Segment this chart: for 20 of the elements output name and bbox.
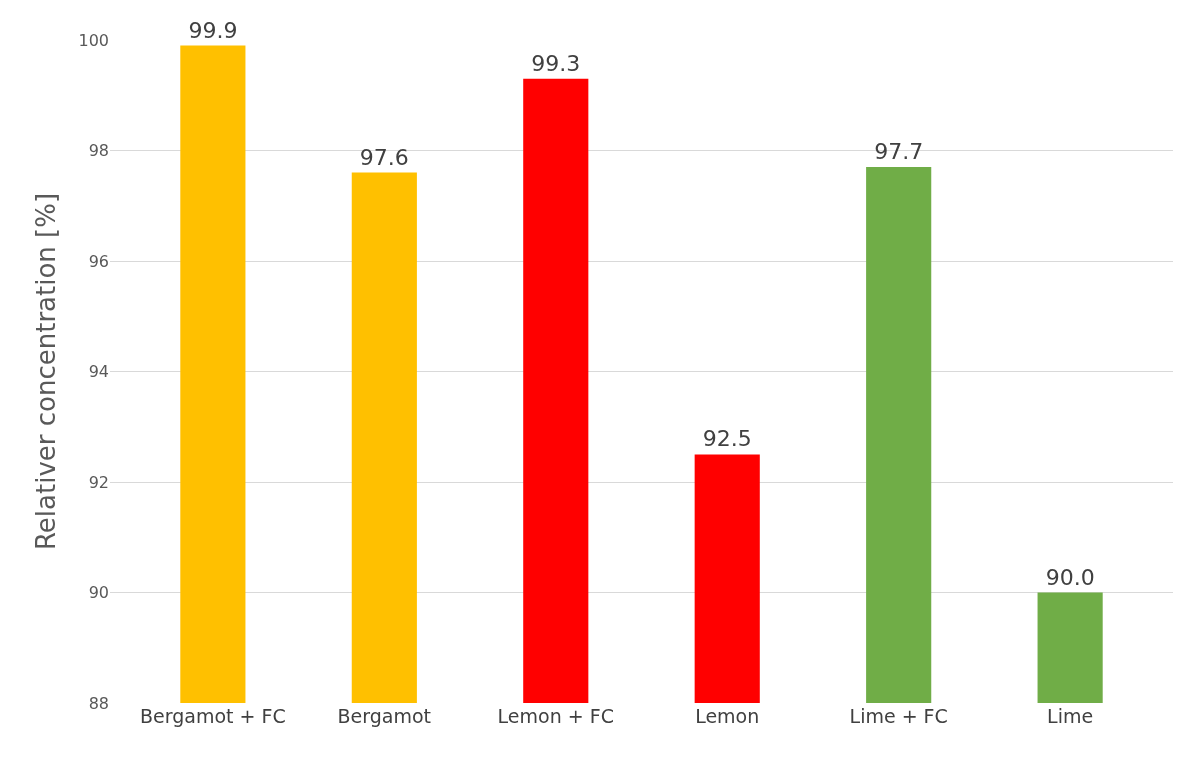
x-tick-label: Lemon + FC: [497, 705, 614, 727]
y-tick-label: 92: [88, 472, 109, 492]
y-tick-label: 98: [88, 141, 109, 161]
y-tick-label: 88: [88, 693, 109, 713]
data-label: 99.9: [188, 17, 238, 43]
data-label: 90.0: [1045, 564, 1095, 590]
data-label: 92.5: [702, 426, 752, 452]
data-label: 97.7: [874, 139, 924, 165]
y-axis-title: Relativer concentration [%]: [30, 192, 61, 551]
x-tick-label: Lime: [1047, 705, 1094, 727]
x-tick-label: Bergamot + FC: [140, 705, 286, 727]
data-label: 99.3: [531, 50, 581, 76]
data-label: 97.6: [359, 144, 409, 170]
x-tick-label: Bergamot: [337, 705, 432, 727]
y-tick-label: 96: [88, 251, 109, 271]
y-tick-label: 94: [88, 362, 109, 382]
x-tick-label: Lime + FC: [849, 705, 948, 727]
y-tick-label: 100: [78, 30, 109, 50]
x-tick-label: Lemon: [695, 705, 760, 727]
y-tick-label: 90: [88, 583, 109, 603]
